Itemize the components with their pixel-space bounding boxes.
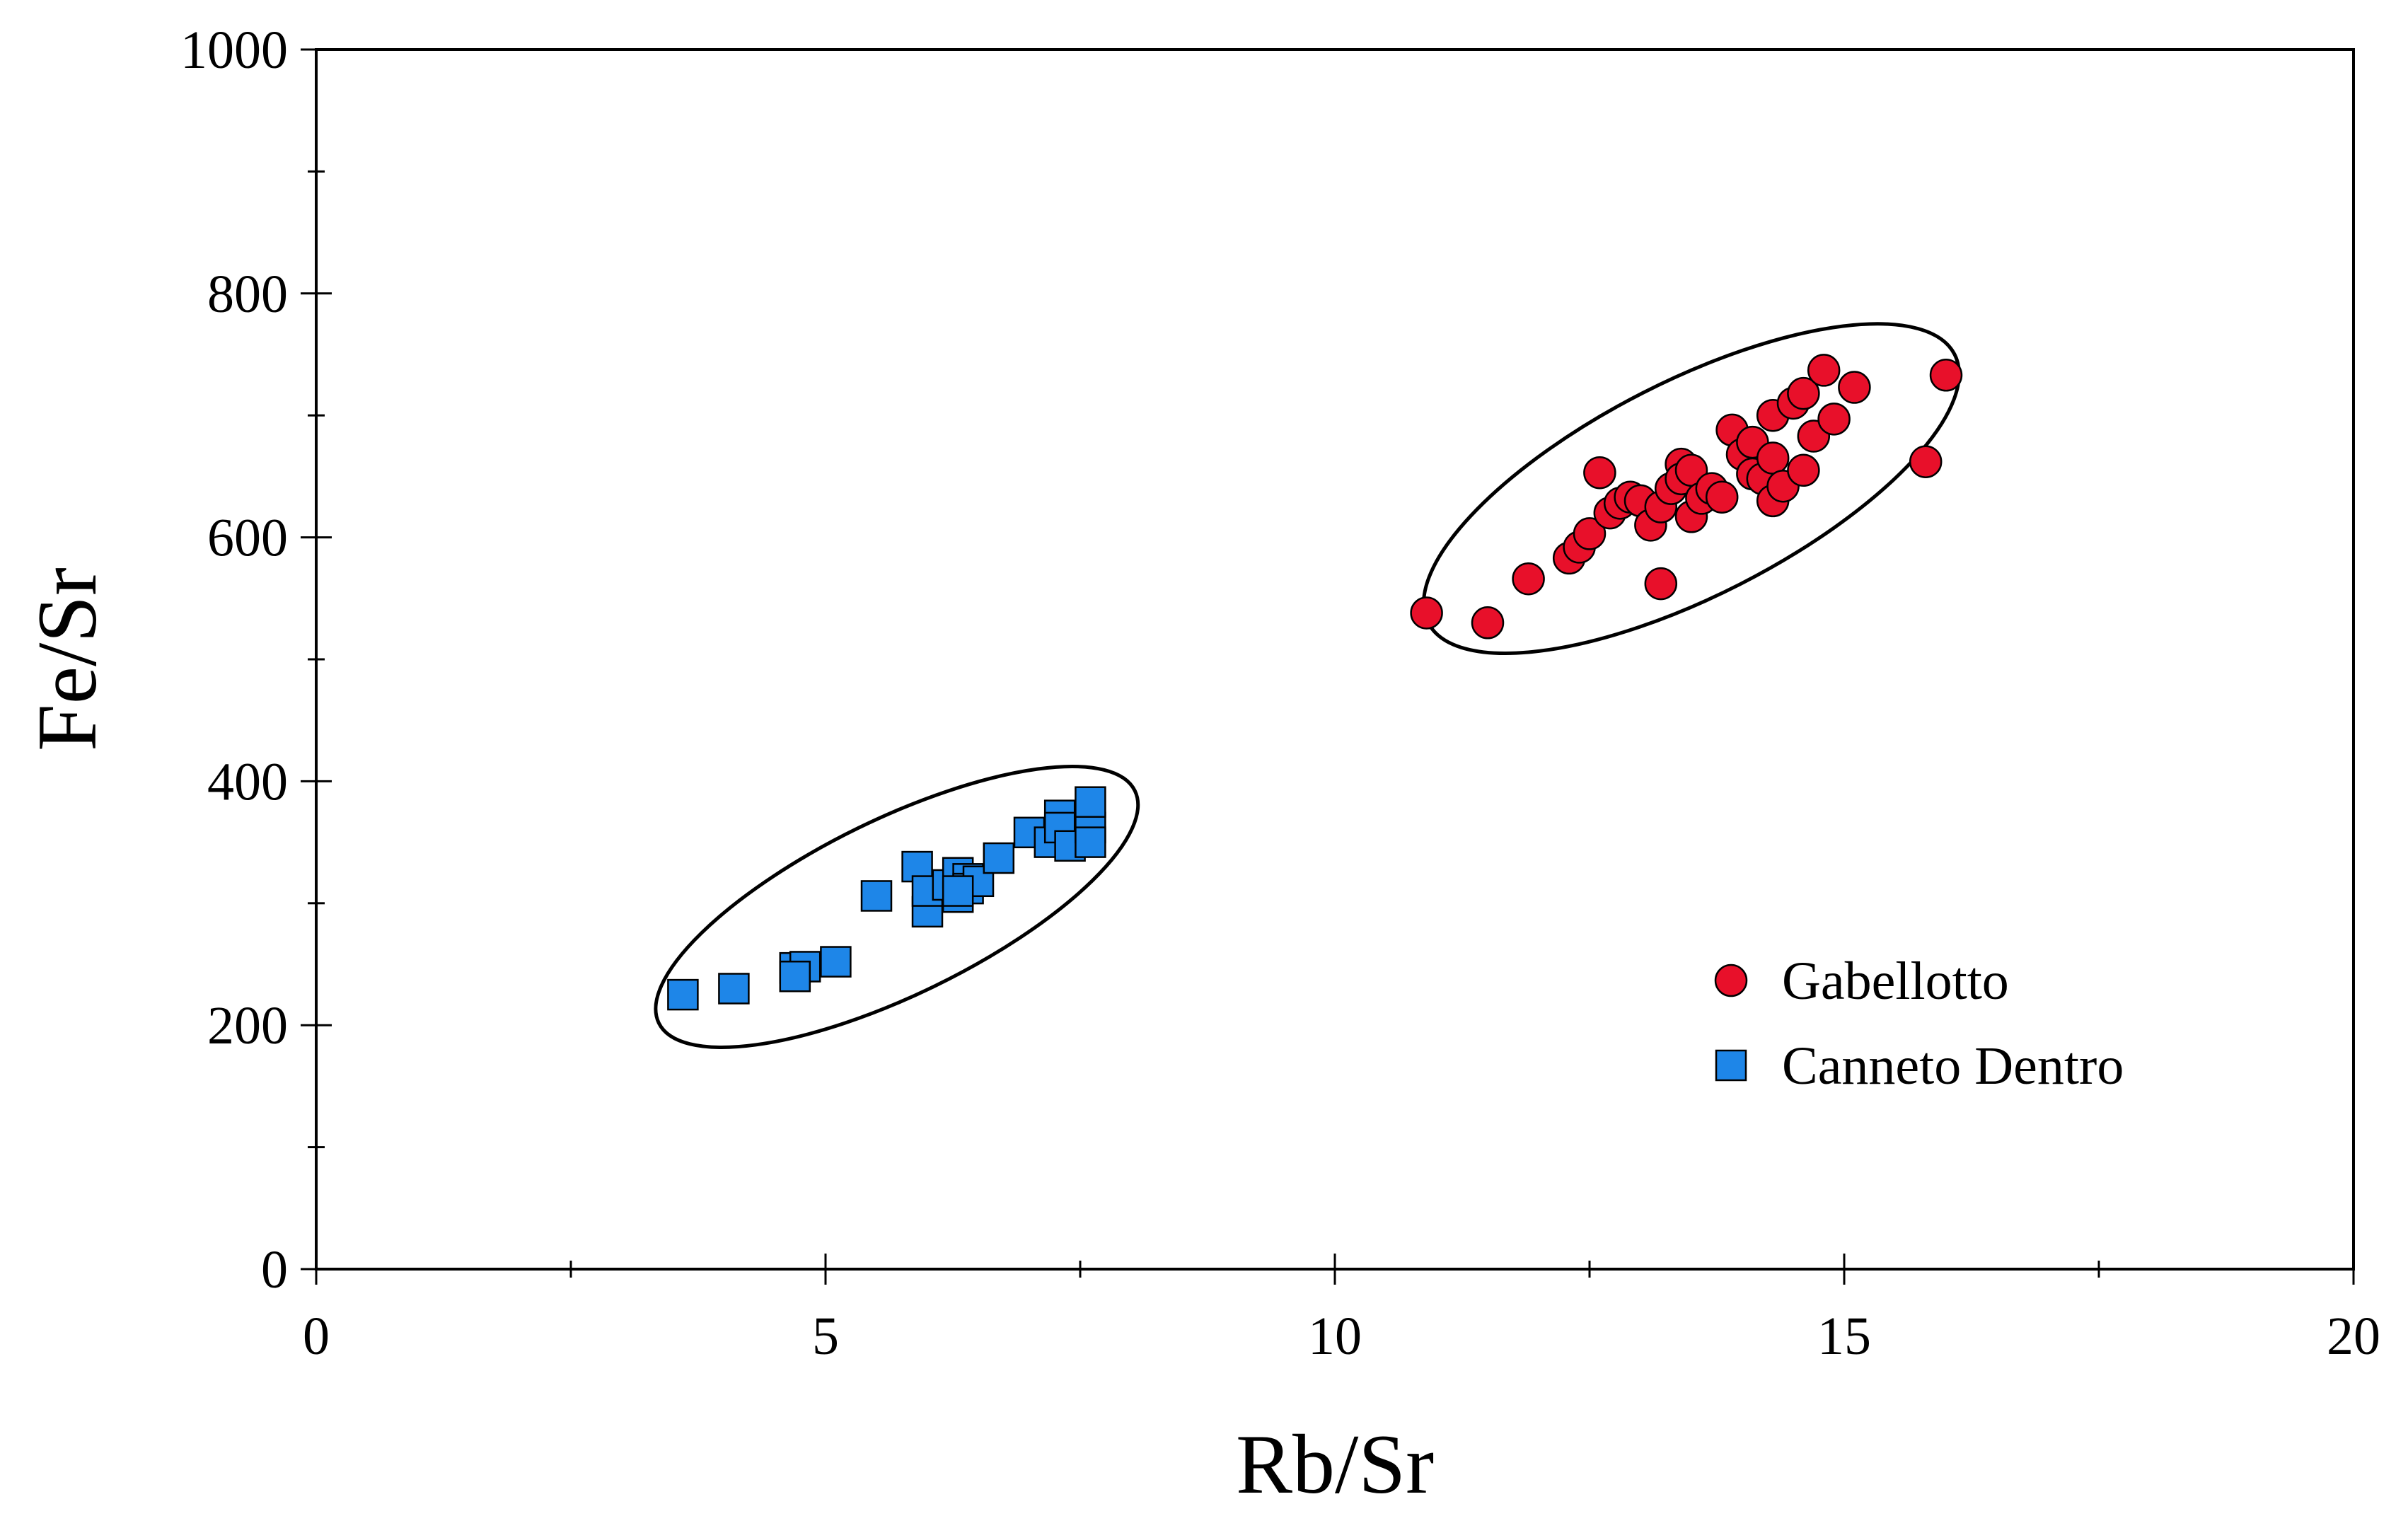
canneto-dentro-point [779, 960, 811, 993]
gabellotto-point [1471, 606, 1505, 640]
y-tick-label: 0 [261, 1240, 288, 1300]
x-tick-label: 5 [812, 1307, 839, 1366]
x-axis-title: Rb/Sr [1236, 1417, 1434, 1511]
data-points [667, 354, 1963, 1011]
axis-ticks: 0 200 400 600 800 1000 0 5 10 15 20 [180, 21, 2380, 1366]
gabellotto-point [1573, 517, 1607, 550]
legend: Gabellotto Canneto Dentro [1714, 951, 2124, 1096]
gabellotto-point [1756, 441, 1790, 475]
gabellotto-point [1929, 359, 1963, 392]
x-tick-label: 20 [2327, 1307, 2380, 1366]
gabellotto-point [1583, 456, 1616, 490]
x-tick-label: 0 [303, 1307, 330, 1366]
gabellotto-point [1644, 567, 1678, 601]
canneto-dentro-point [718, 973, 750, 1005]
canneto-dentro-point [1075, 786, 1106, 818]
x-tick-label: 15 [1817, 1307, 1871, 1366]
y-tick-label: 200 [207, 996, 288, 1055]
gabellotto-point [1787, 453, 1820, 487]
legend-canneto-dentro-label: Canneto Dentro [1782, 1036, 2124, 1096]
gabellotto-point [1817, 403, 1851, 436]
canneto-dentro-point [1075, 826, 1106, 858]
legend-canneto-dentro-marker [1715, 1049, 1747, 1082]
y-tick-label: 1000 [180, 21, 288, 80]
y-tick-label: 400 [207, 752, 288, 811]
gabellotto-point [1787, 376, 1820, 410]
enclosure-ellipse [654, 765, 1140, 1049]
gabellotto-point [1512, 562, 1545, 596]
canneto-dentro-point [860, 880, 893, 912]
canneto-dentro-point [942, 875, 974, 907]
canneto-dentro-point [820, 946, 852, 978]
canneto-dentro-point [983, 842, 1015, 874]
legend-gabellotto-label: Gabellotto [1782, 951, 2009, 1011]
x-tick-label: 10 [1308, 1307, 1362, 1366]
y-tick-label: 600 [207, 509, 288, 568]
legend-gabellotto-marker [1714, 964, 1748, 997]
gabellotto-point [1838, 371, 1871, 404]
gabellotto-point [1705, 480, 1739, 514]
gabellotto-point [1909, 445, 1943, 478]
y-tick-label: 800 [207, 265, 288, 324]
y-axis-title: Fe/Sr [20, 567, 114, 751]
canneto-dentro-point [667, 978, 699, 1011]
gabellotto-point [1410, 596, 1443, 630]
gabellotto-point [1807, 354, 1841, 387]
